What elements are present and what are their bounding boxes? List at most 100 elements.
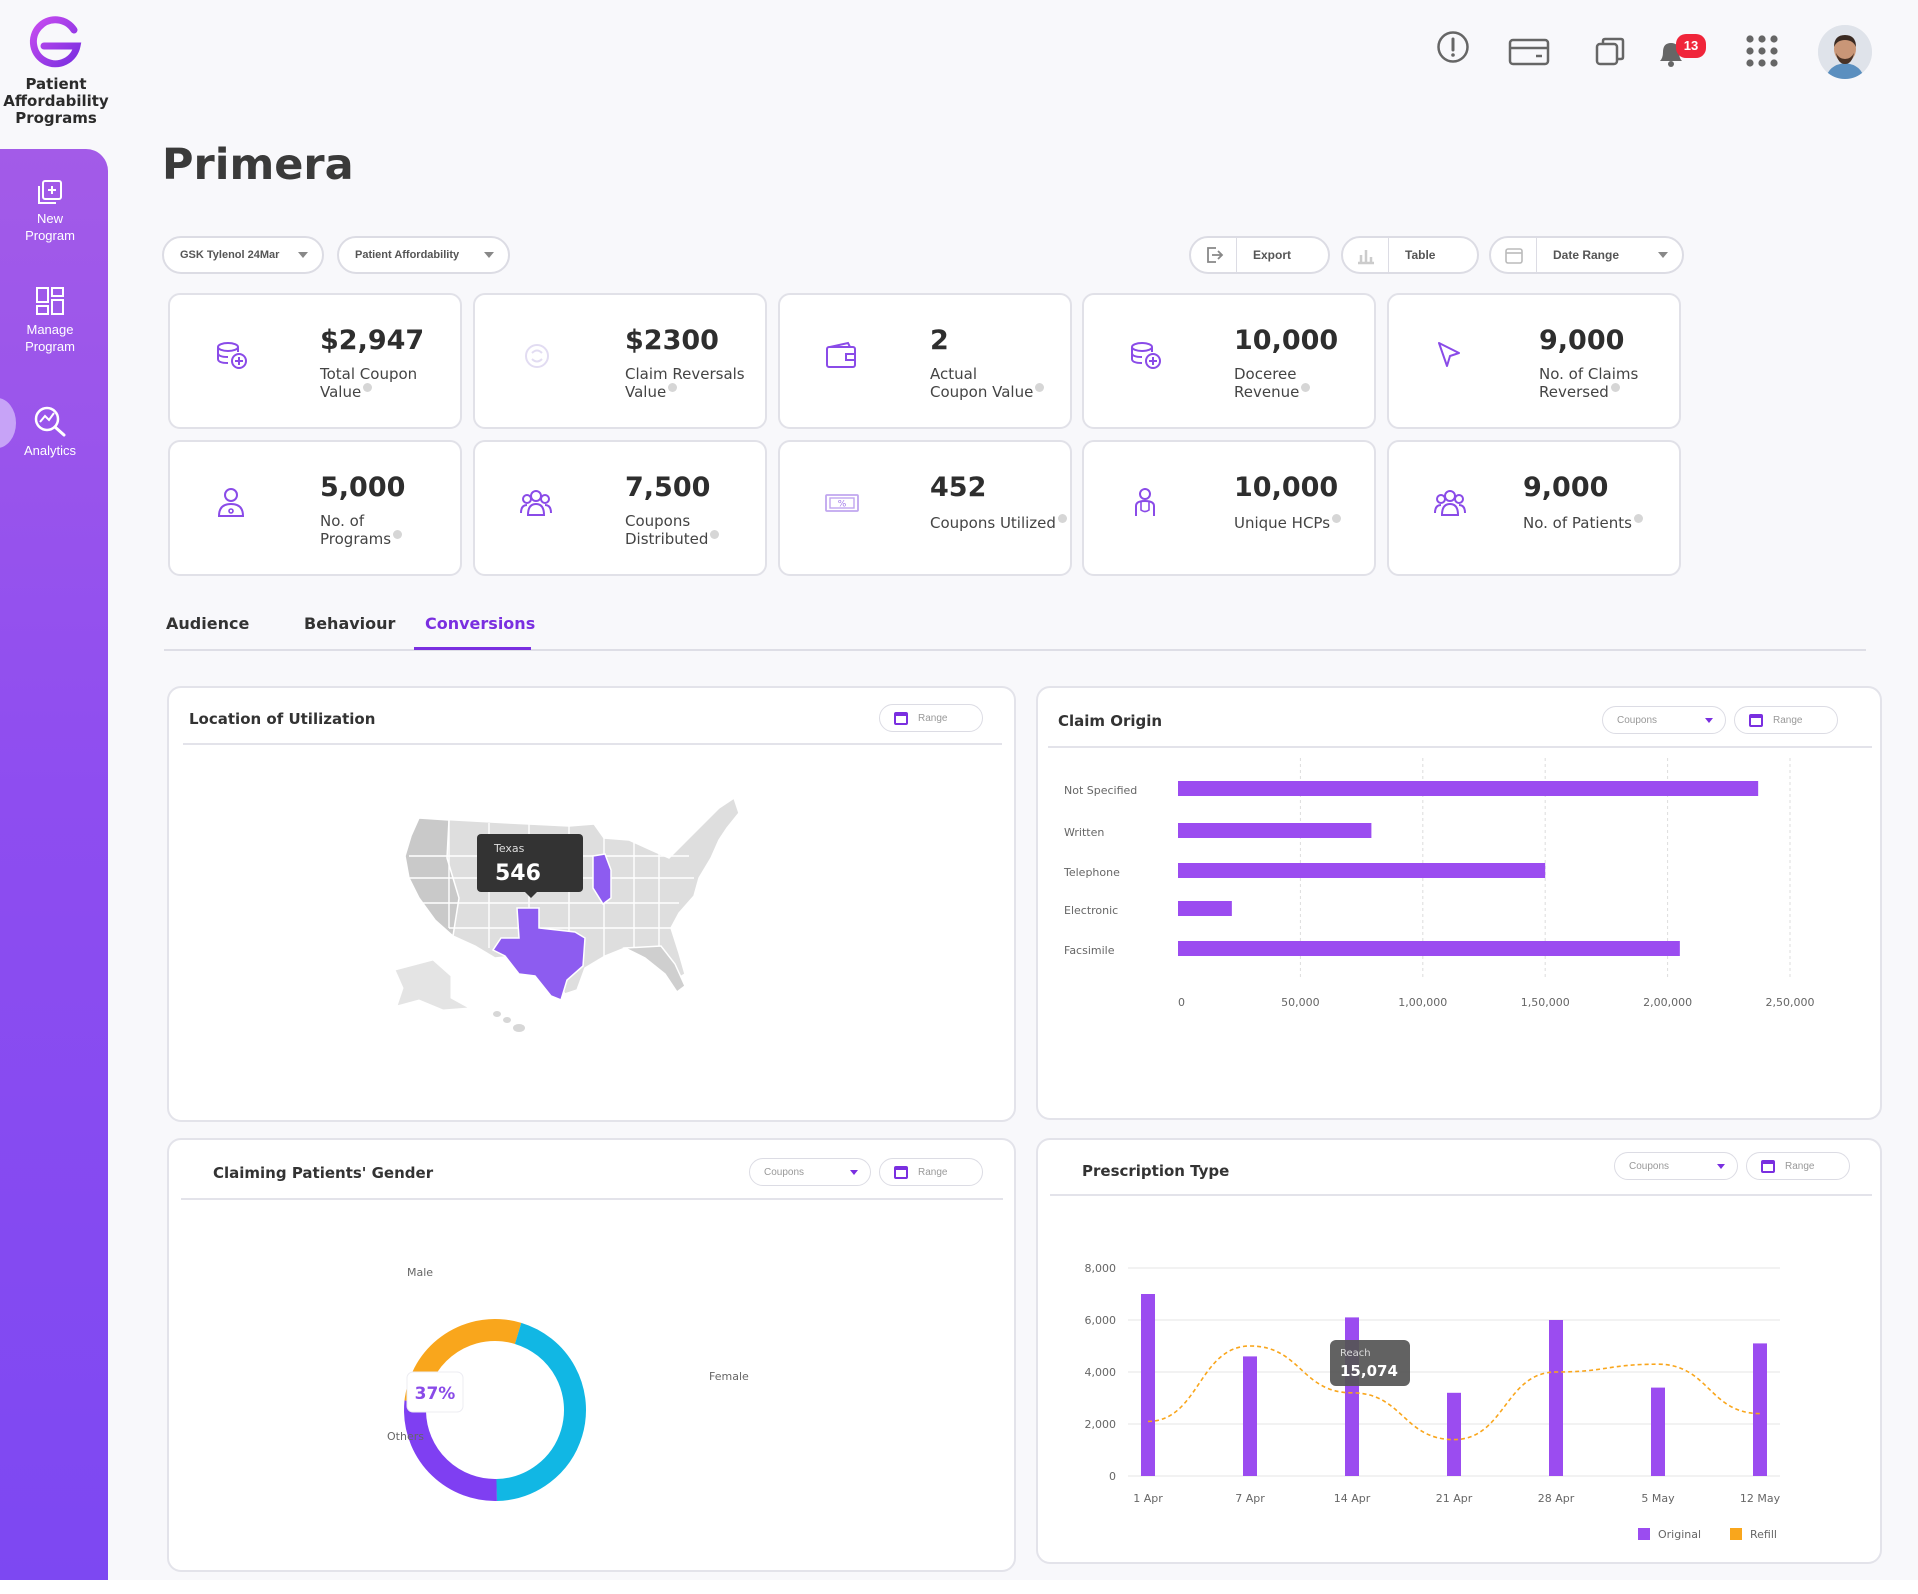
kpi-label-line1: Doceree	[1234, 365, 1310, 383]
bar[interactable]	[1447, 1392, 1461, 1476]
bar[interactable]	[1178, 863, 1546, 878]
y-category-label: Not Specified	[1064, 784, 1137, 797]
coupons-label: Coupons	[1617, 714, 1658, 726]
kpi-value: 7,500	[625, 472, 711, 503]
gender-panel: Claiming Patients' Gender Coupons Range …	[167, 1138, 1016, 1572]
copy-icon[interactable]	[1594, 36, 1626, 68]
gender-range-button[interactable]: Range	[879, 1158, 983, 1186]
page-title: Primera	[162, 140, 354, 190]
bar[interactable]	[1243, 1356, 1257, 1476]
kpi-label-line1: Claim Reversals	[625, 365, 745, 383]
chart-legend: Original Refill	[1638, 1528, 1777, 1541]
info-icon[interactable]	[393, 530, 403, 539]
panel-divider	[181, 1198, 1003, 1200]
calendar-icon	[894, 1165, 908, 1179]
program-select[interactable]: Patient Affordability	[337, 236, 510, 274]
new-program-icon	[38, 180, 62, 204]
kpi-card: % 452 Coupons Utilized	[778, 440, 1072, 576]
active-tab-indicator	[414, 647, 531, 650]
x-tick-label: 7 Apr	[1235, 1492, 1265, 1505]
location-range-button[interactable]: Range	[879, 704, 983, 732]
info-icon[interactable]	[1332, 514, 1342, 523]
coupons-label: Coupons	[764, 1166, 805, 1178]
prescription-coupons-select[interactable]: Coupons	[1614, 1152, 1738, 1180]
legend-swatch	[1730, 1528, 1742, 1540]
kpi-label-line2: Value	[625, 383, 745, 401]
x-tick-label: 50,000	[1281, 996, 1320, 1009]
kpi-card: 10,000 Unique HCPs	[1082, 440, 1376, 576]
kpi-value: 9,000	[1539, 325, 1625, 356]
kpi-label-text: Value	[625, 383, 667, 401]
brand-logo[interactable]: Patient Affordability Programs	[0, 14, 112, 127]
bar[interactable]	[1178, 901, 1232, 916]
illinois-state-shape[interactable]	[592, 853, 612, 906]
brand-select[interactable]: GSK Tylenol 24Mar	[162, 236, 324, 274]
info-icon[interactable]	[710, 530, 720, 539]
alaska-state-shape	[394, 959, 471, 1011]
kpi-label: No. of Patients	[1523, 514, 1643, 532]
sidebar-item-manage-program[interactable]: Manage Program	[0, 286, 100, 355]
bar[interactable]	[1549, 1320, 1563, 1476]
kpi-label-text: Unique HCPs	[1234, 514, 1331, 532]
info-icon[interactable]	[1057, 514, 1067, 523]
x-tick-label: 1,00,000	[1398, 996, 1447, 1009]
card-icon[interactable]	[1508, 38, 1550, 66]
apps-grid-icon[interactable]	[1745, 34, 1779, 68]
info-icon[interactable]	[1301, 383, 1311, 392]
tab-conversions[interactable]: Conversions	[425, 614, 536, 633]
sidebar-item-label: Program	[25, 339, 75, 354]
bar[interactable]	[1651, 1387, 1665, 1476]
sidebar-item-label: New	[36, 211, 63, 226]
table-label: Table	[1405, 248, 1436, 262]
bar[interactable]	[1141, 1294, 1155, 1476]
svg-text:%: %	[838, 500, 847, 510]
kpi-label-text: Actual	[930, 365, 977, 383]
us-map[interactable]: Texas 546	[389, 778, 799, 1048]
info-icon[interactable]	[363, 383, 373, 392]
kpi-label-line1: No. of Patients	[1523, 514, 1643, 532]
user-avatar[interactable]	[1818, 25, 1872, 79]
alert-icon[interactable]	[1436, 30, 1470, 64]
brand-name-line1: Patient	[25, 75, 87, 93]
kpi-label: No. of Programs	[320, 512, 403, 548]
kpi-label-text: Total Coupon	[320, 365, 418, 383]
tab-audience[interactable]: Audience	[166, 614, 250, 633]
donut-center-label: 37%	[415, 1384, 456, 1404]
x-tick-label: 1,50,000	[1521, 996, 1570, 1009]
claim-origin-coupons-select[interactable]: Coupons	[1602, 706, 1726, 734]
y-tick-label: 6,000	[1085, 1314, 1117, 1327]
prescription-range-button[interactable]: Range	[1746, 1152, 1850, 1180]
kpi-value: $2,947	[320, 325, 425, 356]
claim-origin-range-button[interactable]: Range	[1734, 706, 1838, 734]
gender-coupons-select[interactable]: Coupons	[749, 1158, 871, 1186]
bar[interactable]	[1178, 941, 1680, 956]
info-icon[interactable]	[1633, 514, 1643, 523]
date-range-select[interactable]: Date Range	[1489, 236, 1684, 274]
kpi-label-line1: No. of	[320, 512, 402, 530]
info-icon[interactable]	[668, 383, 678, 392]
bar[interactable]	[1753, 1343, 1767, 1476]
bar[interactable]	[1178, 823, 1372, 838]
kpi-label-text: Claim Reversals	[625, 365, 745, 383]
calendar-icon	[894, 711, 908, 725]
kpi-label-line1: Unique HCPs	[1234, 514, 1342, 532]
sidebar-active-indicator	[0, 398, 16, 448]
prescription-type-chart: 0 2,000 4,000 6,000 8,000 1 Apr 7 Apr 14 Apr 21 …	[1085, 1262, 1781, 1541]
kpi-card: $2300 Claim Reversals Value	[473, 293, 767, 429]
table-button[interactable]: Table	[1341, 236, 1479, 274]
kpi-label-line1: Coupons Utilized	[930, 514, 1067, 532]
info-icon[interactable]	[1610, 383, 1620, 392]
info-icon[interactable]	[1035, 383, 1045, 392]
brand-name: Patient Affordability Programs	[0, 76, 112, 127]
sidebar-item-new-program[interactable]: New Program	[0, 179, 100, 244]
kpi-label: Coupons Utilized	[930, 514, 1067, 532]
y-tick-label: 8,000	[1085, 1262, 1117, 1275]
bar[interactable]	[1178, 781, 1759, 796]
tab-behaviour[interactable]: Behaviour	[304, 614, 396, 633]
kpi-label-text: No. of	[320, 512, 365, 530]
texas-state-shape[interactable]	[491, 907, 586, 1002]
legend-label: Refill	[1750, 1528, 1777, 1541]
export-button[interactable]: Export	[1189, 236, 1330, 274]
kpi-value: 10,000	[1234, 325, 1339, 356]
sidebar-item-analytics[interactable]: Analytics	[0, 405, 100, 459]
